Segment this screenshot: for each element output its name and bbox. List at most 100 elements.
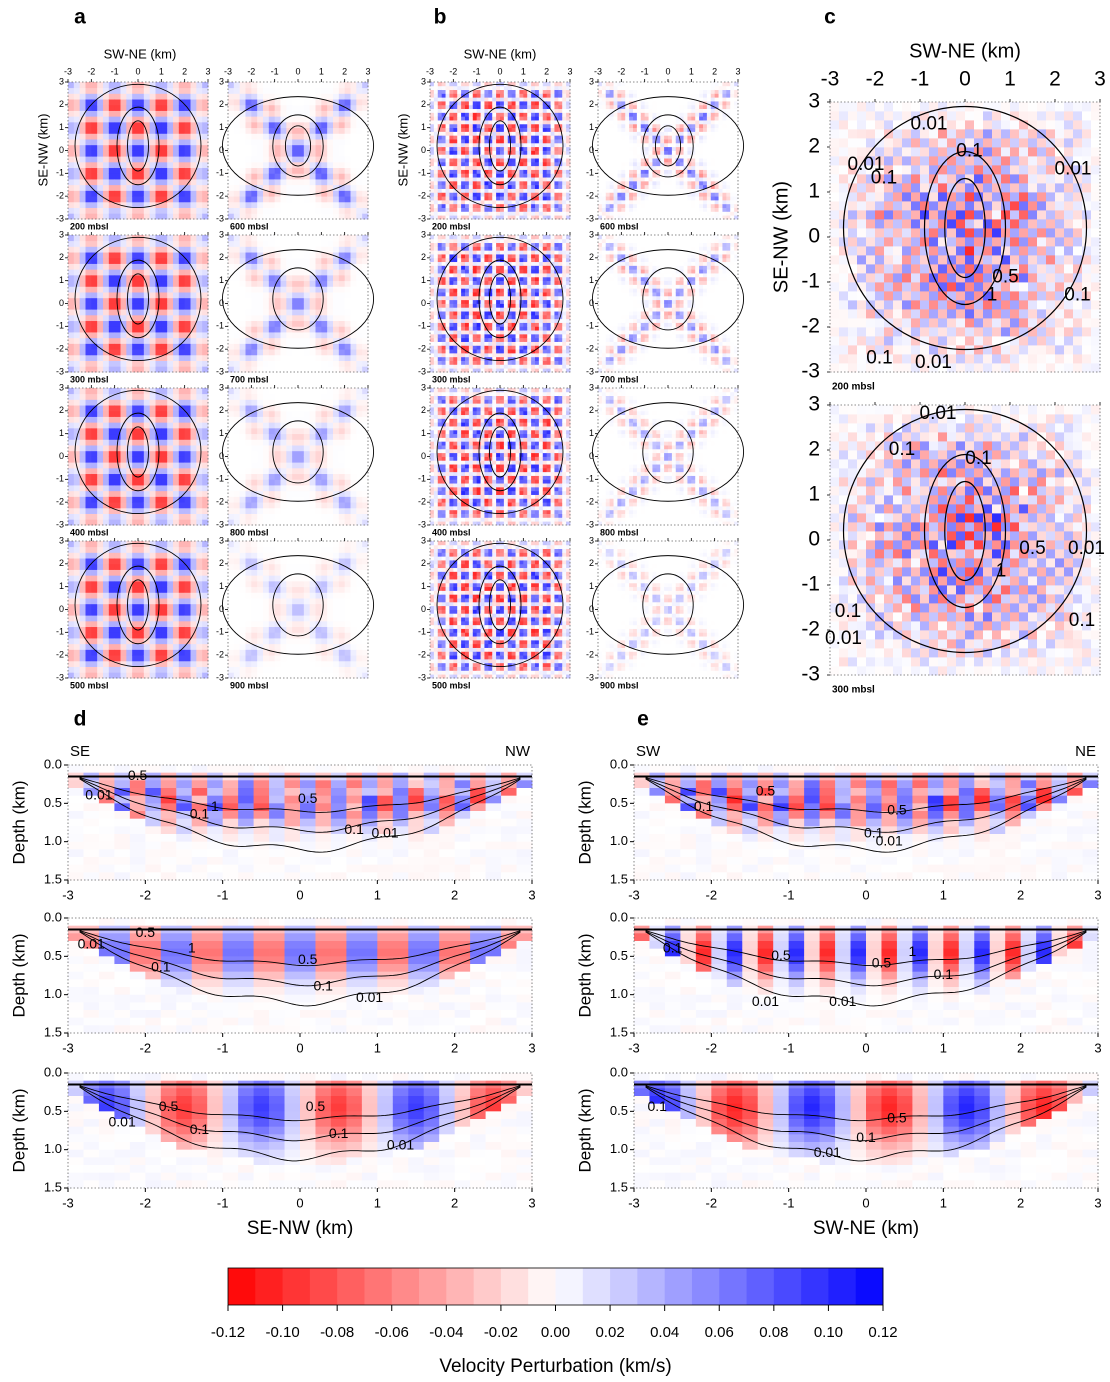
map-cell xyxy=(161,485,167,491)
map-cell xyxy=(327,332,333,338)
map-cell xyxy=(173,632,179,638)
map-cell xyxy=(191,139,197,145)
map-cell xyxy=(185,491,191,497)
map-cell xyxy=(191,258,197,264)
map-cell xyxy=(345,541,351,547)
map-cell xyxy=(298,638,304,644)
map-cell xyxy=(281,434,287,440)
map-cell xyxy=(251,122,257,128)
map-cell xyxy=(246,202,252,208)
map-cell xyxy=(356,151,362,157)
map-cell xyxy=(86,598,92,604)
map-cell xyxy=(434,189,438,193)
map-cell xyxy=(185,667,191,673)
map-cell xyxy=(144,558,150,564)
map-cell xyxy=(86,145,92,151)
map-cell xyxy=(321,479,327,485)
map-cell xyxy=(240,105,246,111)
map-cell xyxy=(228,133,234,139)
map-cell xyxy=(269,185,275,191)
y-tick-label: 1 xyxy=(59,275,64,285)
map-cell xyxy=(167,468,173,474)
map-cell xyxy=(438,196,442,200)
map-cell xyxy=(196,173,202,179)
map-cell xyxy=(68,592,74,598)
map-cell xyxy=(351,405,357,411)
map-cell xyxy=(156,667,162,673)
map-cell xyxy=(327,502,333,508)
map-cell xyxy=(356,649,362,655)
map-cell xyxy=(356,514,362,520)
map-cell xyxy=(91,321,97,327)
map-cell xyxy=(150,88,156,94)
map-cell xyxy=(144,292,150,298)
map-cell xyxy=(292,309,298,315)
map-cell xyxy=(109,82,115,88)
map-cell xyxy=(196,649,202,655)
map-cell xyxy=(316,394,322,400)
map-cell xyxy=(91,496,97,502)
map-cell xyxy=(339,502,345,508)
map-cell xyxy=(144,213,150,219)
map-cell xyxy=(179,269,185,275)
map-cell xyxy=(333,508,339,514)
map-cell xyxy=(257,581,263,587)
map-cell xyxy=(179,661,185,667)
map-cell xyxy=(321,309,327,315)
map-cell xyxy=(438,208,442,212)
map-cell xyxy=(310,355,316,361)
map-cell xyxy=(310,213,316,219)
map-cell xyxy=(234,361,240,367)
map-cell xyxy=(434,158,438,162)
map-cell xyxy=(356,145,362,151)
map-cell xyxy=(257,258,263,264)
map-cell xyxy=(109,627,115,633)
map-cell xyxy=(327,519,333,525)
map-cell xyxy=(298,128,304,134)
map-cell xyxy=(126,672,132,678)
map-cell xyxy=(351,457,357,463)
map-cell xyxy=(269,417,275,423)
map-cell xyxy=(310,235,316,241)
y-tick-label: 2 xyxy=(59,405,64,415)
map-cell xyxy=(185,173,191,179)
map-cell xyxy=(321,661,327,667)
map-cell xyxy=(345,615,351,621)
map-cell xyxy=(434,185,438,189)
map-cell xyxy=(246,434,252,440)
map-cell xyxy=(246,508,252,514)
map-cell xyxy=(257,445,263,451)
map-cell xyxy=(86,644,92,650)
map-cell xyxy=(109,615,115,621)
map-cell xyxy=(251,479,257,485)
map-cell xyxy=(173,315,179,321)
map-cell xyxy=(339,326,345,332)
map-cell xyxy=(269,116,275,122)
map-cell xyxy=(304,451,310,457)
map-cell xyxy=(327,286,333,292)
map-cell xyxy=(156,672,162,678)
map-cell xyxy=(156,502,162,508)
map-cell xyxy=(91,145,97,151)
map-cell xyxy=(132,82,138,88)
map-cell xyxy=(316,672,322,678)
map-cell xyxy=(109,343,115,349)
map-cell xyxy=(68,235,74,241)
map-cell xyxy=(91,275,97,281)
map-cell xyxy=(333,627,339,633)
map-cell xyxy=(91,111,97,117)
map-cell xyxy=(103,309,109,315)
map-cell xyxy=(362,451,368,457)
map-cell xyxy=(74,151,80,157)
map-cell xyxy=(286,213,292,219)
y-tick-label: -1 xyxy=(56,321,64,331)
map-cell xyxy=(269,604,275,610)
map-cell xyxy=(144,514,150,520)
map-cell xyxy=(97,514,103,520)
map-cell xyxy=(269,162,275,168)
map-cell xyxy=(109,162,115,168)
map-cell xyxy=(161,632,167,638)
map-cell xyxy=(115,292,121,298)
map-cell xyxy=(257,632,263,638)
map-cell xyxy=(196,116,202,122)
